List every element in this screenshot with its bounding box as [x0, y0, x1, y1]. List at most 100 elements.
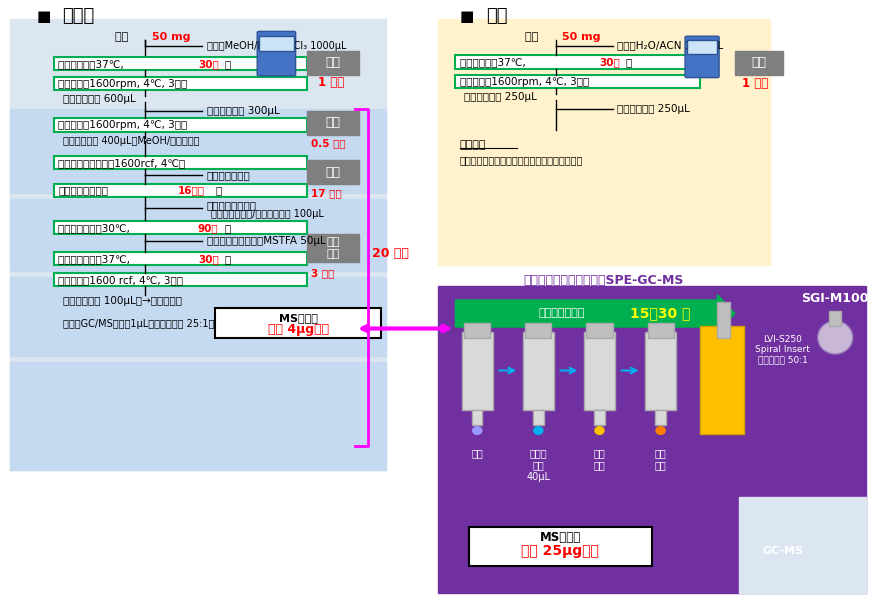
Text: 3 時間: 3 時間 — [311, 268, 335, 278]
FancyBboxPatch shape — [306, 110, 359, 134]
FancyBboxPatch shape — [54, 77, 306, 90]
Text: 17 時間: 17 時間 — [311, 189, 342, 198]
Text: 試料: 試料 — [115, 33, 132, 42]
FancyBboxPatch shape — [306, 51, 359, 75]
Text: 30分: 30分 — [198, 254, 219, 264]
FancyArrow shape — [455, 295, 734, 332]
Text: 振とう抽出（37℃,: 振とう抽出（37℃, — [459, 57, 529, 67]
FancyBboxPatch shape — [54, 184, 306, 197]
FancyBboxPatch shape — [306, 234, 359, 262]
Text: ■: ■ — [459, 9, 473, 24]
Text: 精製
脱水: 精製 脱水 — [593, 449, 605, 470]
Text: 1 時間: 1 時間 — [318, 76, 344, 89]
FancyBboxPatch shape — [11, 200, 385, 271]
FancyBboxPatch shape — [738, 497, 865, 593]
Text: 固相: 固相 — [471, 449, 483, 458]
FancyBboxPatch shape — [468, 526, 651, 566]
FancyBboxPatch shape — [464, 323, 490, 338]
Text: 振とう抽出（37℃,: 振とう抽出（37℃, — [58, 59, 127, 69]
FancyBboxPatch shape — [734, 51, 782, 75]
Ellipse shape — [594, 426, 604, 435]
FancyBboxPatch shape — [11, 109, 385, 194]
Text: メトキシアミン/ピリジン溶液 100μL: メトキシアミン/ピリジン溶液 100μL — [211, 209, 323, 219]
Ellipse shape — [533, 426, 543, 435]
FancyBboxPatch shape — [54, 118, 306, 131]
FancyBboxPatch shape — [215, 308, 381, 338]
Text: 誘導体化反応（30℃,: 誘導体化反応（30℃, — [58, 223, 133, 233]
FancyBboxPatch shape — [828, 311, 840, 326]
FancyBboxPatch shape — [522, 332, 553, 409]
Text: 添加：超純水 300μL: 添加：超純水 300μL — [206, 106, 279, 116]
FancyBboxPatch shape — [54, 57, 306, 71]
FancyBboxPatch shape — [699, 326, 743, 434]
Text: 0.5 時間: 0.5 時間 — [311, 139, 346, 149]
Text: MS導入量: MS導入量 — [278, 314, 317, 323]
Text: ）: ） — [215, 186, 221, 195]
Text: 従来法: 従来法 — [62, 7, 95, 25]
Text: 試料: 試料 — [525, 33, 542, 42]
Text: ）: ） — [224, 223, 230, 233]
Ellipse shape — [471, 426, 482, 435]
FancyBboxPatch shape — [54, 221, 306, 235]
FancyBboxPatch shape — [644, 332, 675, 409]
Text: 誘導体化試薬添加: 誘導体化試薬添加 — [206, 200, 256, 210]
FancyBboxPatch shape — [583, 332, 615, 409]
Text: 遠心分離（1600 rcf, 4℃, 3分）: 遠心分離（1600 rcf, 4℃, 3分） — [58, 275, 183, 285]
Text: 測定：GC/MS：注入1μL（スプリット 25:1）: 測定：GC/MS：注入1μL（スプリット 25:1） — [62, 319, 213, 329]
Text: ）: ） — [224, 59, 230, 69]
FancyBboxPatch shape — [594, 409, 604, 425]
FancyBboxPatch shape — [655, 409, 665, 425]
Text: 自動前処理時間: 自動前処理時間 — [537, 308, 584, 318]
FancyBboxPatch shape — [437, 19, 769, 265]
Ellipse shape — [817, 321, 852, 354]
FancyBboxPatch shape — [461, 332, 493, 409]
Text: 30分: 30分 — [599, 57, 620, 67]
Text: 装置にセットしてスタートボタンを押すだけ！: 装置にセットしてスタートボタンを押すだけ！ — [459, 156, 582, 165]
Text: 添加：H₂O/ACN 1000μL: 添加：H₂O/ACN 1000μL — [616, 42, 723, 51]
Text: バイアル: バイアル — [459, 140, 486, 150]
Text: 分取：上澄み 250μL: 分取：上澄み 250μL — [464, 92, 536, 103]
FancyBboxPatch shape — [54, 273, 306, 286]
Text: 本法: 本法 — [486, 7, 507, 25]
Text: GC-MS: GC-MS — [761, 546, 802, 555]
FancyBboxPatch shape — [471, 409, 482, 425]
Text: 分取：上澄み 100μL　→　バイアル: 分取：上澄み 100μL → バイアル — [62, 297, 181, 306]
FancyBboxPatch shape — [647, 323, 673, 338]
Text: 脱水: 脱水 — [326, 166, 341, 179]
Text: 減圧濃縮遠心分離（1600rcf, 4℃）: 減圧濃縮遠心分離（1600rcf, 4℃） — [58, 158, 185, 168]
Text: 分取：上澄み 600μL: 分取：上澄み 600μL — [62, 93, 135, 104]
FancyBboxPatch shape — [259, 36, 293, 51]
FancyBboxPatch shape — [54, 156, 306, 169]
Text: ■: ■ — [36, 9, 51, 24]
Text: 90分: 90分 — [198, 223, 219, 233]
FancyBboxPatch shape — [525, 323, 551, 338]
FancyBboxPatch shape — [437, 286, 865, 593]
FancyBboxPatch shape — [11, 19, 385, 470]
Text: 誘導体化反応（37℃,: 誘導体化反応（37℃, — [58, 254, 133, 264]
Text: 20 時間: 20 時間 — [372, 247, 409, 260]
FancyBboxPatch shape — [533, 409, 543, 425]
FancyBboxPatch shape — [54, 252, 306, 265]
Text: 添加：MeOH/H₂O/CHCl₃ 1000μL: 添加：MeOH/H₂O/CHCl₃ 1000μL — [206, 42, 346, 51]
Text: 16時間: 16時間 — [177, 186, 205, 195]
FancyBboxPatch shape — [686, 40, 716, 54]
Text: オンライン固相誘導体化SPE-GC-MS: オンライン固相誘導体化SPE-GC-MS — [523, 274, 683, 287]
FancyBboxPatch shape — [586, 323, 612, 338]
FancyBboxPatch shape — [11, 277, 385, 356]
FancyBboxPatch shape — [455, 55, 699, 69]
Text: 精製: 精製 — [326, 116, 341, 129]
Text: 抽出液
負荷
40µL: 抽出液 負荷 40µL — [526, 449, 550, 482]
FancyBboxPatch shape — [306, 160, 359, 185]
Text: 抽出: 抽出 — [751, 56, 766, 69]
Text: 凍結：液体窒素: 凍結：液体窒素 — [206, 171, 250, 180]
Text: 試料 4μg相当: 試料 4μg相当 — [268, 323, 328, 336]
FancyBboxPatch shape — [684, 36, 718, 78]
Text: 遠心分離（1600rpm, 4℃, 3分）: 遠心分離（1600rpm, 4℃, 3分） — [459, 77, 588, 87]
Text: ）: ） — [224, 254, 230, 264]
Text: 50 mg: 50 mg — [561, 33, 600, 42]
Text: 誘導
体化: 誘導 体化 — [654, 449, 666, 470]
Text: 誘導体化試薬添加：MSTFA 50μL: 誘導体化試薬添加：MSTFA 50μL — [206, 236, 325, 247]
FancyBboxPatch shape — [455, 75, 699, 89]
Ellipse shape — [655, 426, 665, 435]
Text: ）: ） — [625, 57, 631, 67]
